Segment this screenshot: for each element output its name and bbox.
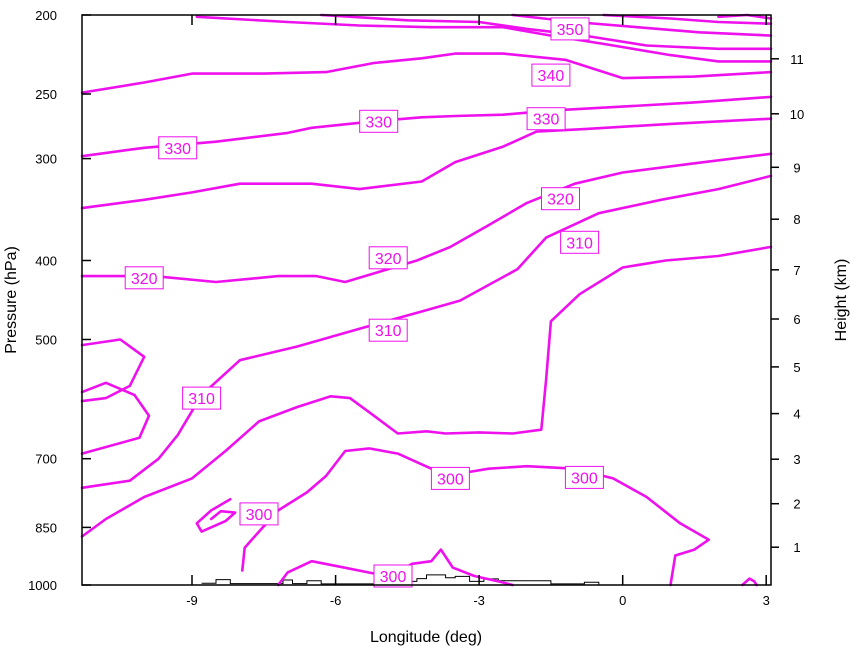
contour-label: 310 [182, 386, 222, 410]
x-tick-label: -3 [473, 593, 485, 608]
right-tick-label: 10 [790, 107, 804, 122]
contour-label-text: 330 [365, 114, 392, 131]
contour-label: 300 [373, 564, 413, 588]
contour-label-text: 310 [375, 323, 402, 340]
contour-label: 330 [359, 109, 399, 133]
y-tick-label: 300 [35, 152, 57, 167]
contour-line-300 [741, 577, 758, 587]
contour-label-box [158, 136, 198, 160]
contour-label-box [541, 187, 580, 211]
y-tick-label: 250 [35, 87, 57, 102]
plot-frame [81, 14, 772, 586]
contour-label: 330 [158, 136, 198, 160]
contour-label-text: 310 [188, 391, 215, 408]
right-tick-label: 9 [793, 160, 800, 175]
y-axis-title: Pressure (hPa) [3, 246, 20, 354]
contour-label-box [368, 246, 408, 270]
right-tick-label: 5 [793, 360, 800, 375]
right-axis-title: Height (km) [833, 259, 850, 342]
right-tick-label: 1 [793, 540, 800, 555]
contour-label-text: 340 [538, 68, 565, 85]
y-tick-label: 700 [35, 452, 57, 467]
contour-label-text: 300 [380, 569, 407, 586]
contour-line-320 [80, 152, 773, 284]
contour-label-text: 320 [375, 251, 402, 268]
contour-label-text: 330 [164, 141, 191, 158]
contour-label: 350 [550, 17, 590, 41]
contour-line-310 [80, 245, 773, 538]
contour-line-300 [195, 498, 237, 533]
contour-label: 320 [368, 246, 408, 270]
tick-layer: -9 -6 -3 0 3 200 250 300 400 500 700 850 1000 1 2 3 4 5 6 7… [28, 8, 804, 608]
contour-label-box [531, 63, 571, 87]
right-tick-label: 11 [790, 52, 804, 67]
contour-label-text: 310 [566, 235, 593, 252]
contour-label: 310 [368, 318, 408, 342]
contour-label-text: 320 [131, 271, 158, 288]
contour-line-300 [276, 548, 514, 587]
y-tick-label: 1000 [28, 578, 57, 593]
contour-label-box [373, 564, 413, 588]
contour-label: 320 [541, 187, 580, 211]
contour-label-text: 300 [246, 507, 273, 524]
contour-label: 320 [124, 266, 164, 290]
x-axis-title: Longitude (deg) [370, 629, 482, 646]
contour-layer [80, 13, 773, 587]
contour-label-box [239, 502, 279, 526]
contour-label-text: 300 [437, 471, 464, 488]
contour-label-box [564, 465, 604, 489]
right-tick-label: 2 [793, 497, 800, 512]
contour-label: 300 [239, 502, 279, 526]
x-tick-label: -6 [330, 593, 342, 608]
contour-label-text: 320 [547, 192, 574, 209]
y-tick-label: 200 [35, 8, 57, 23]
contour-line-300 [241, 447, 711, 587]
contour-label: 300 [430, 466, 470, 490]
contour-label: 340 [531, 63, 571, 87]
contour-label-box [526, 107, 566, 131]
contour-label: 310 [560, 230, 600, 254]
right-tick-label: 4 [793, 407, 800, 422]
right-tick-label: 3 [793, 452, 800, 467]
x-tick-label: 3 [763, 593, 770, 608]
contour-line-320 [80, 117, 773, 210]
contour-label-box [560, 230, 600, 254]
contour-label-box [182, 386, 222, 410]
contour-label-text: 300 [571, 470, 598, 487]
y-tick-label: 400 [35, 254, 57, 269]
contour-line-340 [195, 15, 773, 63]
contour-line-320 [80, 338, 146, 403]
contour-label-box [359, 109, 399, 133]
contour-label: 300 [564, 465, 604, 489]
contour-label-box [368, 318, 408, 342]
contour-line-330 [80, 52, 773, 94]
y-tick-label: 500 [35, 333, 57, 348]
x-tick-label: -9 [186, 593, 198, 608]
contour-line-310 [80, 174, 773, 490]
contour-label-box [124, 266, 164, 290]
contour-line-330 [80, 95, 773, 158]
right-tick-label: 8 [793, 212, 800, 227]
contour-line-350 [602, 13, 773, 25]
right-tick-label: 6 [793, 312, 800, 327]
contour-label-box [430, 466, 470, 490]
y-tick-label: 850 [35, 520, 57, 535]
contour-label-layer: 350 340 330 330 330 320 320 320 310 310 310 300 300 3… [124, 17, 604, 588]
contour-label-box [550, 17, 590, 41]
contour-label: 330 [526, 107, 566, 131]
contour-label-text: 330 [533, 112, 560, 129]
contour-line-310 [80, 381, 151, 455]
contour-label-text: 350 [557, 22, 584, 39]
right-tick-label: 7 [793, 263, 800, 278]
x-tick-label: 0 [619, 593, 626, 608]
